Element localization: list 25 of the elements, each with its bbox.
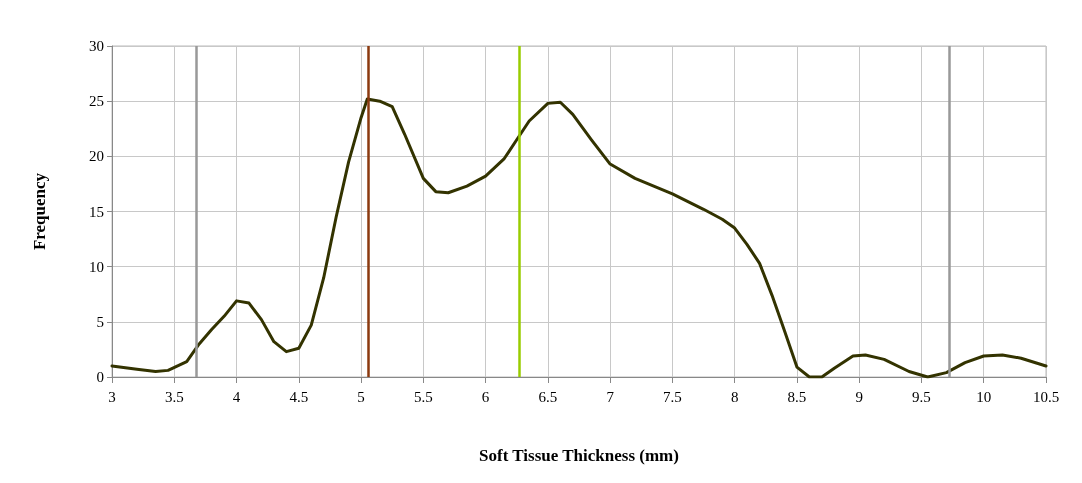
- x-tick-label: 8: [730, 388, 739, 405]
- x-tick-label: 10: [976, 388, 992, 405]
- y-tick-label: 25: [89, 93, 104, 110]
- x-tick-label: 9.5: [912, 388, 931, 405]
- x-tick-label: 5.5: [413, 388, 433, 405]
- y-tick-label: 30: [89, 38, 104, 54]
- x-tick-label: 9: [855, 388, 863, 405]
- x-tick-label: 6.5: [538, 388, 558, 405]
- x-tick-label: 4: [232, 388, 241, 405]
- x-tick-label: 3.5: [164, 388, 184, 405]
- y-tick-label: 0: [96, 369, 104, 385]
- x-tick-label: 6: [481, 388, 490, 405]
- y-tick-label: 20: [89, 148, 104, 165]
- y-tick-label: 10: [89, 258, 104, 275]
- y-tick-label: 15: [89, 203, 104, 220]
- x-tick-label: 8.5: [787, 388, 807, 405]
- y-tick-label: 5: [96, 313, 104, 330]
- y-axis-title: Frequency: [30, 172, 49, 251]
- x-tick-label: 7.5: [663, 388, 682, 405]
- x-tick-label: 4.5: [289, 388, 309, 405]
- x-axis-title: Soft Tissue Thickness (mm): [479, 446, 679, 465]
- x-tick-label: 10.5: [1032, 388, 1060, 405]
- x-tick-label: 5: [357, 388, 365, 405]
- x-tick-label: 7: [606, 388, 615, 405]
- x-tick-label: 3: [108, 388, 116, 405]
